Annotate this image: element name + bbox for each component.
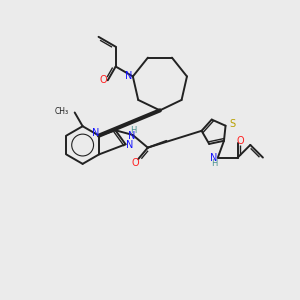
Text: O: O (237, 136, 244, 146)
Text: H: H (211, 159, 217, 168)
Text: CH₃: CH₃ (55, 107, 69, 116)
Text: N: N (126, 140, 133, 150)
Text: N: N (210, 152, 218, 163)
Text: H: H (130, 126, 137, 135)
Text: S: S (230, 119, 236, 129)
Text: N: N (125, 71, 133, 82)
Text: N: N (92, 128, 100, 138)
Text: O: O (99, 75, 106, 85)
Text: O: O (131, 158, 139, 168)
Text: N: N (128, 131, 135, 141)
